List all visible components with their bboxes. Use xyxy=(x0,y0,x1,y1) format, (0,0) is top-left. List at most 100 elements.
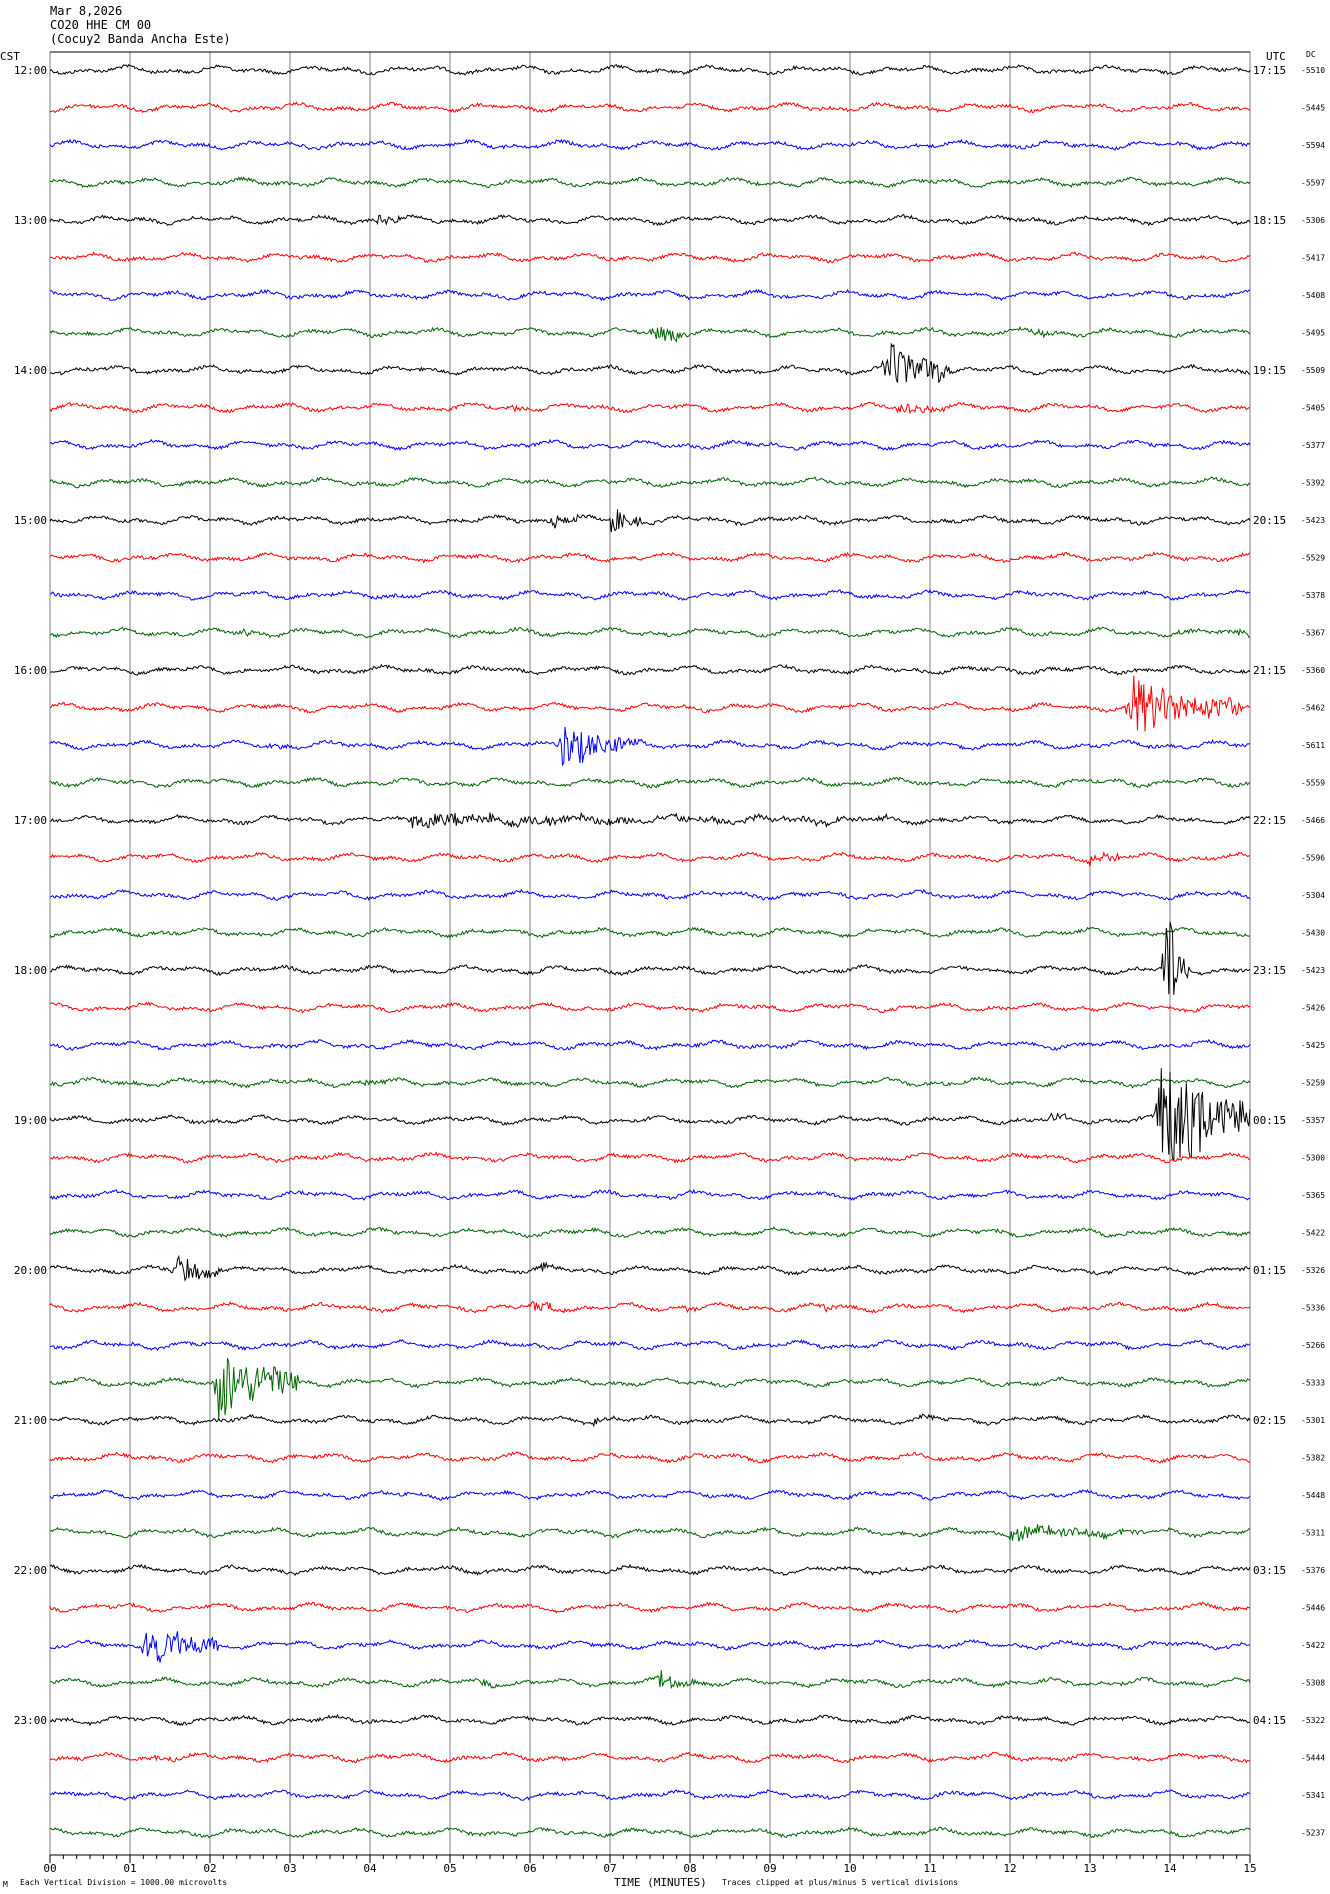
x-tick-label-01: 01 xyxy=(123,1862,136,1875)
dc-offset-label: -5430 xyxy=(1301,929,1325,938)
dc-offset-label: -5311 xyxy=(1301,1529,1325,1538)
trace-11 xyxy=(49,476,1251,489)
dc-offset-label: -5237 xyxy=(1301,1829,1325,1838)
right-timezone-label: UTC xyxy=(1266,50,1286,63)
dc-offset-label: -5462 xyxy=(1301,704,1325,713)
dc-offset-label: -5377 xyxy=(1301,441,1325,450)
trace-34 xyxy=(49,1338,1251,1352)
dc-offset-label: -5306 xyxy=(1301,216,1325,225)
trace-10 xyxy=(49,438,1251,452)
x-tick-label-13: 13 xyxy=(1083,1862,1096,1875)
left-hour-label: 18:00 xyxy=(14,964,47,977)
footer-clip-note: Traces clipped at plus/minus 5 vertical … xyxy=(722,1878,959,1887)
trace-14 xyxy=(49,588,1251,601)
dc-offset-label: -5336 xyxy=(1301,1304,1325,1313)
right-hour-label: 17:15 xyxy=(1253,64,1286,77)
dc-offset-label: -5367 xyxy=(1301,629,1325,638)
left-timezone-label: CST xyxy=(0,50,20,63)
right-hour-label: 03:15 xyxy=(1253,1564,1286,1577)
left-hour-label: 20:00 xyxy=(14,1264,47,1277)
dc-offset-label: -5510 xyxy=(1301,66,1325,75)
trace-26 xyxy=(49,1038,1251,1051)
dc-offset-label: -5259 xyxy=(1301,1079,1325,1088)
x-tick-label-08: 08 xyxy=(683,1862,696,1875)
trace-5 xyxy=(49,251,1251,264)
trace-40 xyxy=(49,1563,1251,1577)
trace-36 xyxy=(49,1413,1251,1428)
trace-0 xyxy=(49,63,1251,76)
trace-25 xyxy=(49,1001,1251,1014)
trace-29 xyxy=(49,1151,1251,1164)
right-hour-label: 21:15 xyxy=(1253,664,1286,677)
trace-15 xyxy=(49,626,1251,639)
x-axis-title: TIME (MINUTES) xyxy=(614,1876,707,1889)
right-hour-label: 18:15 xyxy=(1253,214,1286,227)
right-hour-label: 23:15 xyxy=(1253,964,1286,977)
dc-offset-label: -5392 xyxy=(1301,479,1325,488)
x-tick-label-12: 12 xyxy=(1003,1862,1016,1875)
dc-offset-label: -5445 xyxy=(1301,104,1325,113)
dc-offset-label: -5444 xyxy=(1301,1754,1325,1763)
trace-12 xyxy=(49,509,1251,533)
dc-offset-label: -5509 xyxy=(1301,366,1325,375)
trace-9 xyxy=(49,401,1250,415)
dc-offset-label: -5308 xyxy=(1301,1679,1325,1688)
x-tick-label-10: 10 xyxy=(843,1862,856,1875)
left-hour-label: 17:00 xyxy=(14,814,47,827)
trace-21 xyxy=(49,851,1251,867)
trace-3 xyxy=(49,176,1251,189)
dc-offset-label: -5423 xyxy=(1301,966,1325,975)
right-hour-label: 04:15 xyxy=(1253,1714,1286,1727)
trace-37 xyxy=(49,1451,1251,1464)
trace-8 xyxy=(49,342,1251,384)
x-tick-label-11: 11 xyxy=(923,1862,936,1875)
dc-offset-label: -5304 xyxy=(1301,891,1325,900)
trace-16 xyxy=(49,663,1251,676)
trace-35 xyxy=(49,1357,1251,1420)
dc-offset-label: -5341 xyxy=(1301,1791,1325,1800)
x-tick-label-14: 14 xyxy=(1163,1862,1177,1875)
trace-47 xyxy=(49,1826,1251,1839)
x-tick-label-15: 15 xyxy=(1243,1862,1256,1875)
dc-offset-label: -5596 xyxy=(1301,854,1325,863)
dc-offset-label: -5466 xyxy=(1301,816,1325,825)
left-hour-label: 13:00 xyxy=(14,214,47,227)
dc-offset-label: -5408 xyxy=(1301,291,1325,300)
x-tick-label-06: 06 xyxy=(523,1862,536,1875)
trace-1 xyxy=(49,101,1251,114)
right-hour-label: 01:15 xyxy=(1253,1264,1286,1277)
trace-23 xyxy=(49,926,1251,939)
x-tick-label-02: 02 xyxy=(203,1862,216,1875)
dc-offset-label: -5559 xyxy=(1301,779,1325,788)
right-hour-label: 02:15 xyxy=(1253,1414,1286,1427)
dc-offset-label: -5322 xyxy=(1301,1716,1325,1725)
header-site: (Cocuy2 Banda Ancha Este) xyxy=(50,32,231,46)
trace-38 xyxy=(49,1488,1251,1501)
footer-mark: M xyxy=(3,1880,8,1889)
dc-offset-label: -5300 xyxy=(1301,1154,1325,1163)
dc-offset-label: -5405 xyxy=(1301,404,1325,413)
left-hour-label: 23:00 xyxy=(14,1714,47,1727)
trace-45 xyxy=(49,1751,1251,1764)
left-hour-label: 12:00 xyxy=(14,64,47,77)
minute-grid xyxy=(49,52,1251,1855)
dc-offset-label: -5446 xyxy=(1301,1604,1325,1613)
trace-6 xyxy=(49,288,1251,302)
dc-offset-label: -5360 xyxy=(1301,666,1325,675)
trace-30 xyxy=(49,1188,1251,1201)
x-tick-label-05: 05 xyxy=(443,1862,456,1875)
trace-28 xyxy=(49,1068,1251,1162)
trace-4 xyxy=(49,213,1251,227)
dc-offset-label: -5333 xyxy=(1301,1379,1325,1388)
dc-label: DC xyxy=(1306,50,1316,59)
dc-offset-label: -5529 xyxy=(1301,554,1325,563)
trace-22 xyxy=(49,888,1251,902)
trace-31 xyxy=(49,1226,1251,1239)
left-hour-label: 19:00 xyxy=(14,1114,47,1127)
trace-39 xyxy=(49,1524,1251,1542)
trace-32 xyxy=(49,1254,1251,1282)
header-station: CO20 HHE CM 00 xyxy=(50,18,152,32)
left-hour-label: 16:00 xyxy=(14,664,47,677)
trace-2 xyxy=(49,138,1251,151)
